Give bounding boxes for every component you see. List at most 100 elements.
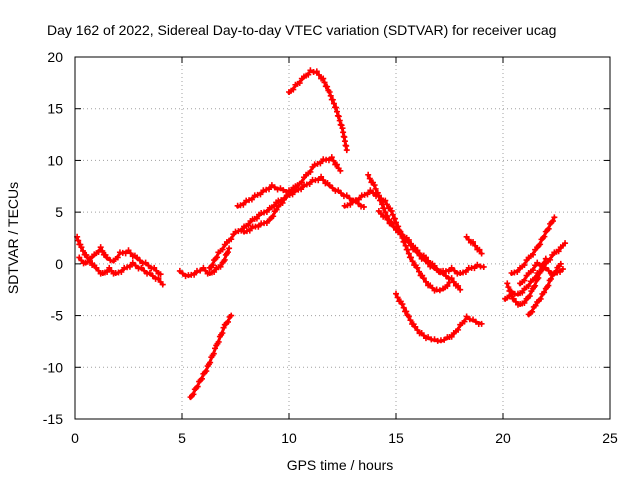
data-point <box>263 208 270 215</box>
data-point <box>127 250 134 257</box>
data-point <box>313 68 320 75</box>
series-layer <box>74 67 569 401</box>
data-point <box>288 189 295 196</box>
data-point <box>248 196 255 203</box>
data-point <box>455 326 462 333</box>
data-point <box>324 83 331 90</box>
data-point <box>159 281 166 288</box>
data-point <box>374 189 381 196</box>
data-point <box>405 236 412 243</box>
data-point <box>463 313 470 320</box>
data-point <box>270 213 277 220</box>
data-point <box>542 255 549 262</box>
data-point <box>213 254 220 261</box>
data-point <box>431 336 438 343</box>
data-point <box>326 89 333 95</box>
data-point <box>474 261 481 268</box>
data-point <box>273 206 280 213</box>
data-point <box>505 284 512 291</box>
data-point <box>338 122 345 129</box>
data-point <box>431 262 438 269</box>
data-point <box>197 267 204 274</box>
data-point <box>400 304 407 311</box>
data-point <box>519 289 526 296</box>
data-point <box>457 286 464 293</box>
y-tick-label: 15 <box>47 101 63 117</box>
data-point <box>336 117 343 124</box>
data-point <box>149 272 156 279</box>
data-point <box>416 268 423 275</box>
data-point <box>399 301 406 308</box>
data-point <box>529 251 536 258</box>
data-point <box>307 67 314 74</box>
data-point <box>330 157 337 164</box>
data-point <box>97 244 104 251</box>
y-tick-label: -5 <box>51 308 64 324</box>
data-point <box>537 295 544 302</box>
data-point <box>470 238 477 245</box>
data-point <box>114 254 121 261</box>
data-point <box>462 268 469 275</box>
data-point <box>338 190 345 197</box>
data-point <box>448 275 455 282</box>
data-point <box>198 375 205 382</box>
data-point <box>104 268 111 275</box>
y-tick-label: -10 <box>43 359 63 375</box>
data-point <box>535 274 542 281</box>
data-point <box>440 270 447 276</box>
data-point <box>542 264 549 271</box>
data-point <box>126 263 133 270</box>
data-point <box>203 368 210 375</box>
data-point <box>414 247 421 254</box>
data-point <box>75 237 82 244</box>
y-tick-label: -15 <box>43 411 63 427</box>
x-tick-label: 20 <box>495 430 511 446</box>
data-point <box>379 201 386 208</box>
data-point <box>95 248 102 255</box>
data-point <box>142 259 149 266</box>
data-point <box>384 216 391 223</box>
grid <box>75 57 610 419</box>
series-arc-18 <box>525 260 564 318</box>
data-point <box>346 195 353 202</box>
data-point <box>388 220 395 227</box>
data-point <box>145 262 152 269</box>
data-point <box>317 160 324 167</box>
data-point <box>399 231 406 238</box>
data-point <box>508 291 515 298</box>
data-point <box>80 247 87 254</box>
data-point <box>305 71 312 78</box>
data-point <box>138 264 145 271</box>
data-point <box>391 215 398 222</box>
data-point <box>219 330 226 337</box>
data-point <box>547 275 554 282</box>
data-point <box>525 283 532 290</box>
data-point <box>355 196 362 203</box>
data-point <box>364 191 371 198</box>
data-point <box>405 313 412 320</box>
data-point <box>414 327 421 334</box>
data-point <box>298 186 305 193</box>
data-point <box>343 147 350 154</box>
data-point <box>389 211 396 218</box>
data-point <box>328 154 335 161</box>
data-point <box>215 338 222 345</box>
data-point <box>329 185 336 192</box>
data-point <box>534 259 541 266</box>
data-point <box>557 260 564 267</box>
data-point <box>320 75 327 82</box>
data-point <box>307 168 314 175</box>
data-point <box>448 264 455 271</box>
data-point <box>545 267 552 274</box>
data-point <box>559 266 566 273</box>
data-point <box>318 173 325 180</box>
data-point <box>414 264 421 271</box>
data-point <box>333 108 340 115</box>
data-point <box>390 223 397 230</box>
data-point <box>416 250 423 257</box>
series-arc-12 <box>393 290 485 344</box>
data-point <box>529 308 536 315</box>
data-point <box>333 104 340 111</box>
data-point <box>378 197 385 204</box>
data-point <box>125 247 132 254</box>
